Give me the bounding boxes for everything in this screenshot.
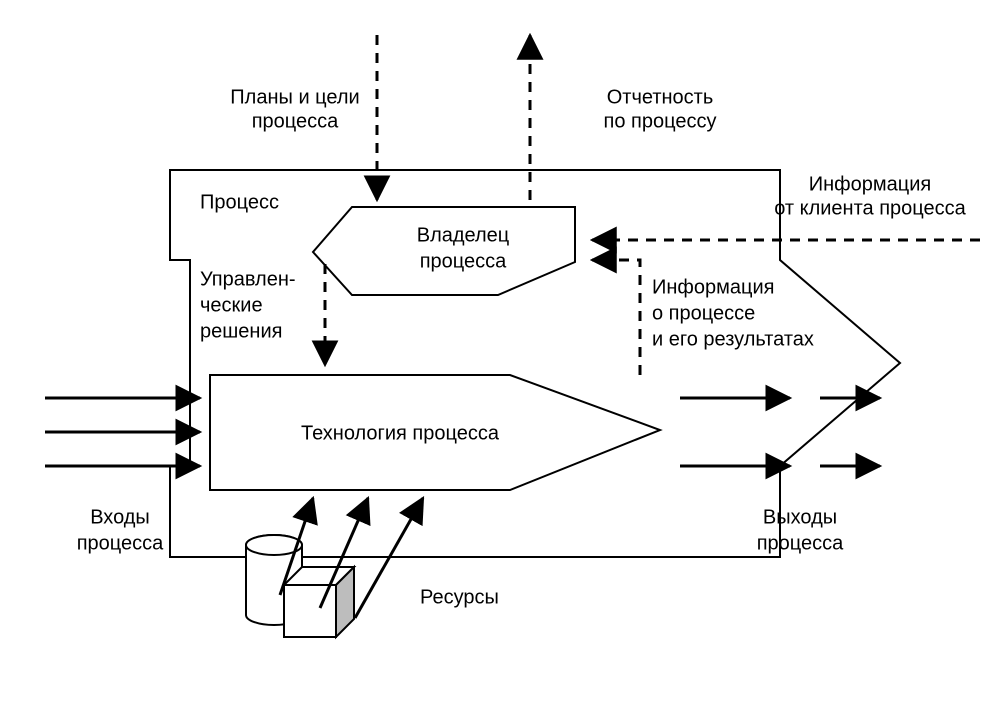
proc-info-up-arrow (592, 260, 640, 375)
label-outputs: Выходы (763, 506, 837, 528)
label-plans-goals: процесса (252, 110, 339, 132)
label-plans-goals: Планы и цели (230, 86, 359, 108)
label-proc-info: и его результатах (652, 328, 814, 350)
label-inputs: процесса (77, 532, 164, 554)
label-proc-info: Информация (652, 276, 774, 298)
label-mgmt-decisions: решения (200, 320, 282, 342)
labels-group: Планы и целипроцессаОтчетностьпо процесс… (77, 86, 967, 608)
label-outputs: процесса (757, 532, 844, 554)
label-mgmt-decisions: Управлен- (200, 268, 296, 290)
label-mgmt-decisions: ческие (200, 294, 263, 316)
label-technology: Технология процесса (301, 422, 500, 444)
label-inputs: Входы (90, 506, 150, 528)
label-reporting: по процессу (604, 110, 717, 132)
label-owner: Владелец (417, 224, 510, 246)
process-diagram: Планы и целипроцессаОтчетностьпо процесс… (0, 0, 992, 717)
label-process: Процесс (200, 191, 279, 213)
label-client-info: Информация (809, 173, 931, 195)
label-proc-info: о процессе (652, 302, 755, 324)
label-client-info: от клиента процесса (774, 197, 966, 219)
label-reporting: Отчетность (607, 86, 714, 108)
resources-icon (246, 535, 354, 637)
label-resources: Ресурсы (420, 586, 499, 608)
label-owner: процесса (420, 250, 507, 272)
